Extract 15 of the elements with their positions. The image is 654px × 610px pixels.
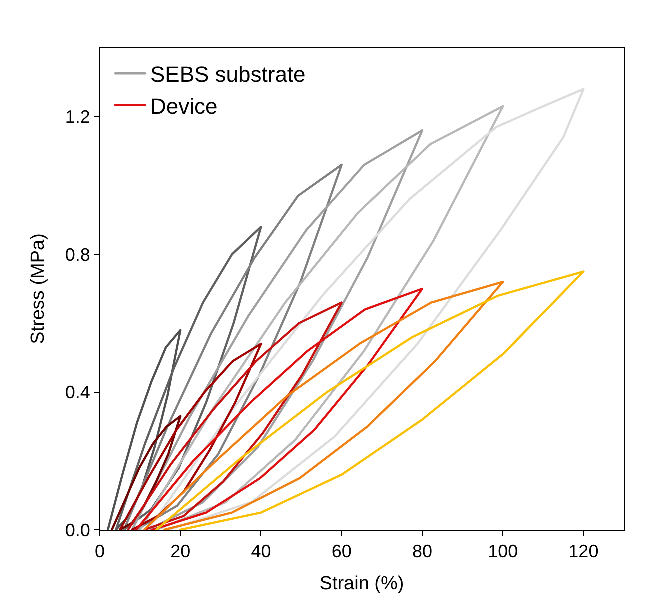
y-axis-title: Stress (MPa): [28, 234, 50, 344]
x-tick-label: 20: [170, 542, 191, 562]
legend-label: Device: [150, 94, 218, 119]
x-tick-label: 100: [488, 542, 518, 562]
legend-label: SEBS substrate: [150, 62, 306, 88]
y-tick-label: 1.2: [65, 107, 90, 128]
y-tick-label: 0.0: [65, 520, 90, 540]
y-tick-label: 0.4: [65, 382, 90, 403]
x-axis-title: Strain (%): [320, 573, 404, 594]
x-tick-label: 40: [251, 542, 272, 562]
x-tick-label: 80: [412, 542, 432, 562]
x-tick-label: 120: [568, 542, 599, 562]
x-tick-label: 0: [94, 542, 106, 562]
x-tick-label: 60: [332, 542, 352, 562]
y-tick-label: 0.8: [65, 244, 90, 265]
